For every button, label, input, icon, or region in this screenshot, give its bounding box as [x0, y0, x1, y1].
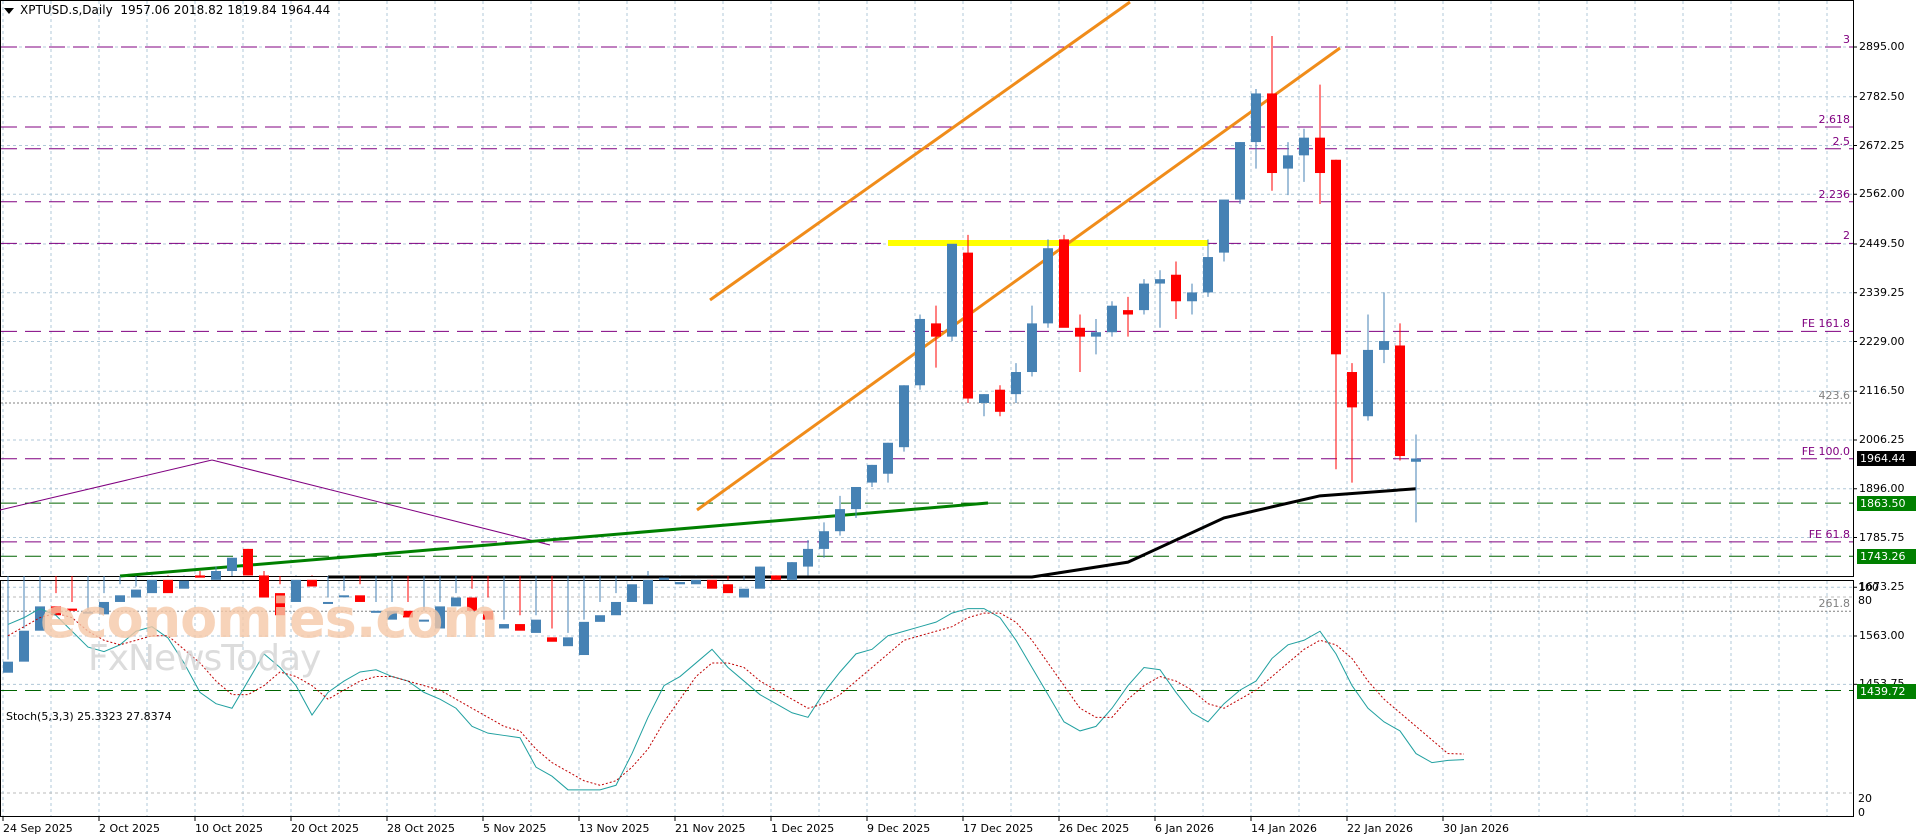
- price-tick: 2449.50: [1859, 237, 1905, 250]
- date-tick: 13 Nov 2025: [579, 822, 650, 835]
- price-tag: 1964.44: [1857, 451, 1916, 467]
- fib-level-label: 2.5: [1832, 134, 1851, 148]
- main-pane-border: [0, 0, 1854, 577]
- date-tick: 1 Dec 2025: [771, 822, 835, 835]
- candles: [3, 35, 1421, 673]
- price-tag: 1439.72: [1857, 683, 1916, 699]
- price-tag: 1863.50: [1857, 496, 1916, 512]
- price-tick: 2782.50: [1859, 89, 1905, 103]
- fib-level-label: 2.236: [1818, 187, 1851, 201]
- price-tick: 1673.25: [1859, 580, 1905, 594]
- fib-level-label: 2.618: [1818, 113, 1851, 127]
- price-tag: 1743.26: [1857, 549, 1916, 565]
- price-tick: 2562.00: [1859, 187, 1905, 201]
- stoch-axis-20: 20: [1858, 792, 1872, 805]
- date-tick: 14 Jan 2026: [1251, 822, 1317, 835]
- date-tick: 24 Sep 2025: [3, 822, 73, 835]
- fib-level-label: FE 100.0: [1801, 444, 1850, 458]
- date-tick: 21 Nov 2025: [675, 822, 746, 835]
- fib-level-label: 423.6: [1818, 388, 1851, 402]
- stoch-axis-100: 100: [1858, 581, 1879, 594]
- date-tick: 5 Nov 2025: [483, 822, 547, 835]
- stoch-lines: [7, 608, 1465, 791]
- price-tick: 2672.25: [1859, 138, 1905, 152]
- date-tick: 22 Jan 2026: [1347, 822, 1413, 835]
- stoch-pane-border: [0, 580, 1854, 817]
- collapse-triangle-icon[interactable]: [4, 7, 14, 14]
- date-tick: 2 Oct 2025: [99, 822, 161, 835]
- price-tick: 2006.25: [1859, 433, 1905, 446]
- price-tick: 1563.00: [1859, 629, 1905, 642]
- price-tick: 2116.50: [1859, 384, 1905, 398]
- ohlc-values: 1957.06 2018.82 1819.84 1964.44: [120, 3, 331, 17]
- date-tick: 6 Jan 2026: [1155, 822, 1214, 835]
- stoch-label: Stoch(5,3,3) 25.3323 27.8374: [6, 710, 172, 723]
- chart-title: XPTUSD.s,Daily 1957.06 2018.82 1819.84 1…: [4, 3, 330, 17]
- fib-level-label: 3: [1843, 33, 1850, 46]
- symbol-label: XPTUSD.s,Daily: [20, 3, 113, 17]
- fib-level-label: 2: [1843, 229, 1850, 243]
- watermark-economies: economies.com: [40, 587, 499, 650]
- fib-levels: [1, 46, 1853, 692]
- price-tick: 1785.75: [1859, 530, 1905, 544]
- watermark-fxnewstoday: FxNewsToday: [88, 638, 321, 679]
- grid: [1, 1, 1857, 821]
- price-tick: 2895.00: [1859, 40, 1905, 53]
- fib-level-label: 261.8: [1818, 597, 1851, 611]
- price-tick: 2229.00: [1859, 334, 1905, 348]
- price-tick: 1896.00: [1859, 481, 1905, 495]
- date-tick: 28 Oct 2025: [387, 822, 456, 835]
- stoch-axis-80: 80: [1858, 594, 1872, 607]
- date-tick: 10 Oct 2025: [195, 822, 264, 835]
- fib-level-label: FE 61.8: [1808, 527, 1850, 541]
- date-tick: 9 Dec 2025: [867, 822, 931, 835]
- price-tick: 2339.25: [1859, 285, 1905, 299]
- stoch-axis-0: 0: [1858, 806, 1865, 819]
- fib-level-label: FE 161.8: [1801, 317, 1850, 331]
- date-tick: 26 Dec 2025: [1059, 822, 1130, 835]
- date-tick: 30 Jan 2026: [1443, 822, 1509, 835]
- date-tick: 20 Oct 2025: [291, 822, 360, 835]
- date-tick: 17 Dec 2025: [963, 822, 1034, 835]
